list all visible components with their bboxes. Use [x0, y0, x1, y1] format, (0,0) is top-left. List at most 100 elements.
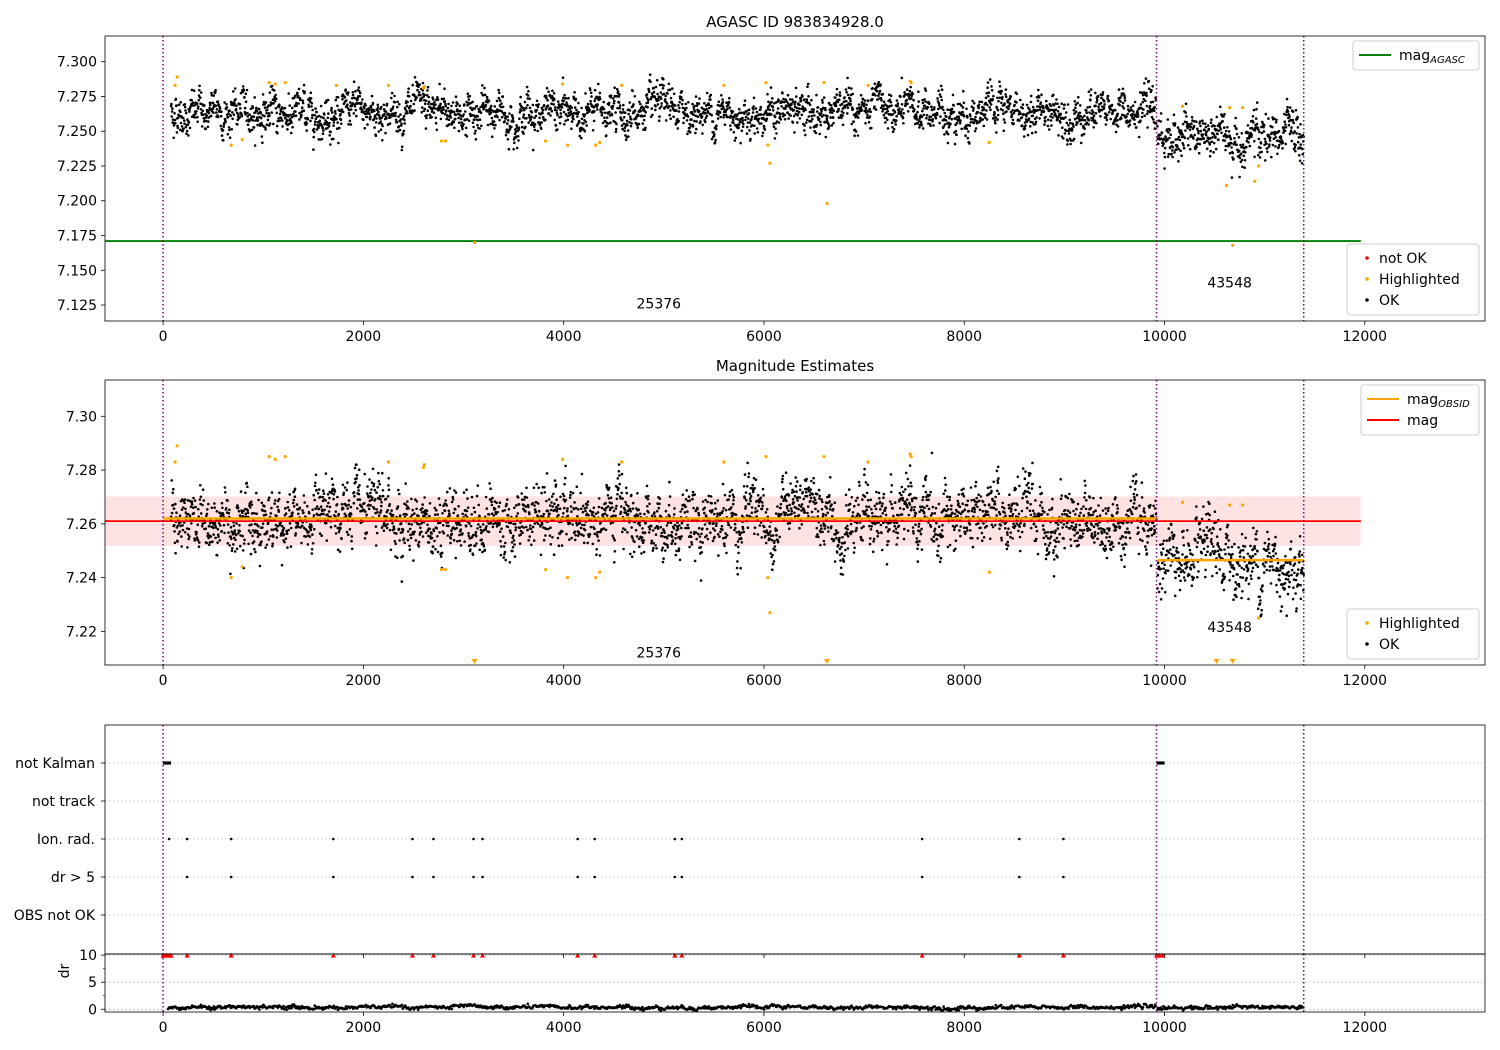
- data-point: [215, 111, 218, 114]
- data-point: [207, 543, 211, 546]
- data-point: [771, 97, 774, 100]
- data-point: [507, 131, 510, 134]
- data-point: [670, 104, 674, 108]
- data-point: [596, 103, 599, 106]
- data-point: [189, 505, 193, 509]
- data-point: [582, 122, 585, 125]
- data-point: [1133, 118, 1136, 121]
- data-point: [533, 504, 536, 507]
- data-point: [448, 123, 451, 126]
- data-point: [562, 96, 565, 100]
- data-point: [1171, 149, 1174, 152]
- data-point: [425, 93, 429, 97]
- data-point: [726, 107, 729, 111]
- data-point: [685, 106, 688, 110]
- data-point: [253, 144, 257, 147]
- data-point: [1255, 122, 1259, 126]
- data-point: [757, 117, 761, 121]
- data-point: [989, 103, 993, 106]
- data-point: [347, 499, 351, 502]
- data-point: [580, 507, 583, 511]
- data-point: [1222, 115, 1225, 118]
- data-point: [1037, 88, 1040, 92]
- data-point: [471, 553, 475, 556]
- highlighted-marker: [822, 80, 826, 85]
- data-point: [406, 100, 409, 104]
- data-point: [528, 512, 531, 516]
- data-point: [655, 79, 659, 82]
- data-point: [594, 512, 598, 516]
- data-point: [503, 113, 506, 117]
- data-point: [1062, 117, 1065, 121]
- data-point: [1091, 118, 1095, 122]
- data-point: [176, 540, 179, 543]
- data-point: [680, 96, 683, 99]
- data-point: [358, 498, 362, 501]
- data-point: [474, 534, 478, 538]
- data-point: [1064, 111, 1068, 114]
- data-point: [458, 104, 462, 107]
- data-point: [243, 96, 246, 99]
- data-point: [1197, 151, 1201, 155]
- data-point: [498, 522, 501, 525]
- data-point: [1283, 129, 1287, 133]
- data-point: [516, 496, 520, 499]
- data-point: [172, 124, 176, 127]
- data-point: [173, 541, 177, 545]
- data-point: [530, 115, 533, 118]
- data-point: [513, 543, 516, 546]
- data-point: [287, 115, 290, 118]
- data-point: [511, 545, 515, 549]
- data-point: [1012, 111, 1016, 115]
- data-point: [425, 116, 428, 120]
- data-point: [180, 508, 184, 511]
- data-point: [1102, 105, 1106, 109]
- data-point: [457, 521, 461, 525]
- data-point: [491, 525, 495, 529]
- data-point: [269, 512, 273, 515]
- data-point: [714, 127, 718, 131]
- data-point: [565, 101, 568, 104]
- data-point: [354, 90, 357, 93]
- data-point: [820, 109, 823, 113]
- data-point: [347, 122, 350, 126]
- data-point: [1246, 124, 1250, 127]
- data-point: [738, 111, 741, 115]
- data-point: [247, 542, 250, 546]
- data-point: [857, 112, 861, 115]
- data-point: [474, 129, 477, 133]
- data-point: [1092, 114, 1096, 117]
- data-point: [885, 107, 888, 110]
- data-point: [1221, 119, 1224, 123]
- data-point: [745, 110, 748, 113]
- data-point: [1104, 123, 1108, 126]
- data-point: [886, 127, 890, 130]
- data-point: [834, 104, 838, 108]
- data-point: [1069, 142, 1072, 146]
- data-point: [224, 507, 228, 510]
- data-point: [452, 110, 456, 114]
- highlighted-marker: [240, 137, 244, 142]
- data-point: [1120, 94, 1123, 97]
- data-point: [294, 114, 298, 117]
- data-point: [991, 98, 995, 101]
- data-point: [668, 113, 671, 117]
- data-point: [379, 120, 383, 123]
- data-point: [473, 132, 477, 135]
- data-point: [357, 489, 360, 492]
- data-point: [765, 111, 768, 115]
- data-point: [894, 123, 897, 126]
- data-point: [359, 521, 363, 525]
- data-point: [748, 121, 752, 124]
- data-point: [306, 543, 310, 546]
- data-point: [627, 112, 630, 116]
- data-point: [831, 116, 835, 119]
- data-point: [1207, 127, 1211, 131]
- data-point: [527, 90, 530, 93]
- data-point: [974, 127, 978, 130]
- data-point: [1148, 104, 1152, 108]
- data-point: [250, 523, 253, 526]
- data-point: [533, 522, 537, 525]
- data-point: [632, 103, 635, 106]
- legend-dot-swatch: [1365, 277, 1369, 281]
